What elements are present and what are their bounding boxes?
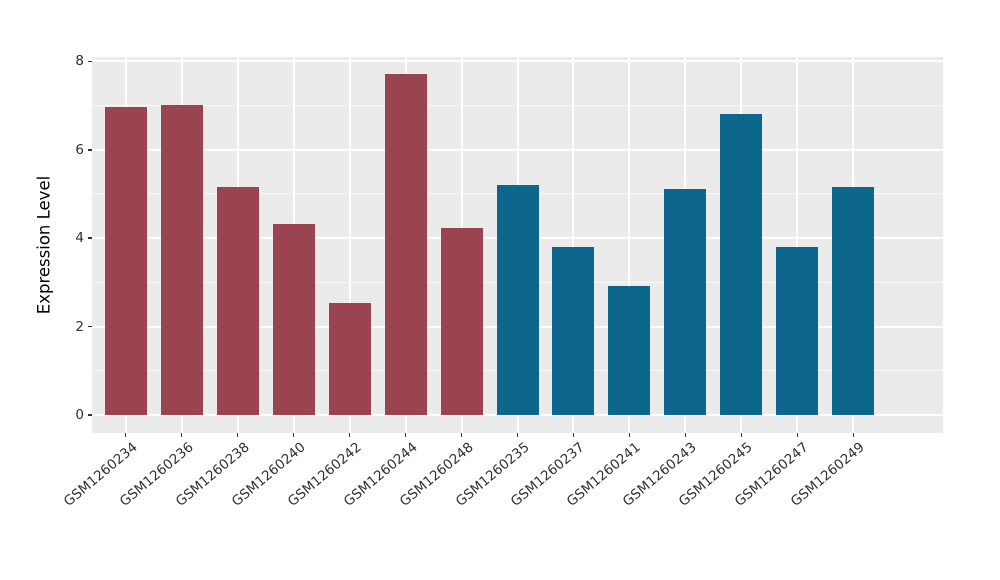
y-tick-mark [88,149,92,151]
bar [608,285,651,415]
bar [216,186,259,415]
y-tick-label: 2 [75,318,84,335]
bar [104,106,147,415]
x-gridline [348,57,351,433]
y-tick-mark [88,414,92,416]
y-tick-mark [88,237,92,239]
y-tick-mark [88,325,92,328]
y-tick-label: 4 [75,230,84,247]
plot-area [92,57,943,433]
bar [440,227,483,415]
bar [664,189,707,415]
x-tick-mark [180,433,183,437]
x-tick-mark [460,433,463,437]
x-tick-mark [684,433,687,437]
bar [552,247,595,415]
x-tick-mark [516,433,519,437]
x-tick-mark [628,433,631,437]
y-tick-mark [88,60,92,63]
x-gridline [628,57,631,433]
y-tick-label: 0 [75,406,84,423]
x-tick-mark [236,433,239,437]
x-tick-mark [572,433,575,437]
x-tick-mark [852,433,855,437]
x-gridline [796,57,799,433]
bar [328,302,371,415]
bar [832,186,875,415]
bar [720,113,763,415]
x-tick-mark [292,433,295,437]
x-tick-mark [404,433,407,437]
x-tick-mark [124,433,127,437]
bar [272,224,315,415]
x-tick-mark [740,433,743,437]
bar [776,246,819,415]
bar [160,104,203,415]
y-tick-label: 8 [75,53,84,70]
x-gridline [572,57,575,433]
y-tick-label: 6 [75,141,84,158]
bar [496,185,539,415]
bar [384,73,427,415]
x-tick-mark [348,433,351,437]
x-tick-mark [796,433,799,437]
